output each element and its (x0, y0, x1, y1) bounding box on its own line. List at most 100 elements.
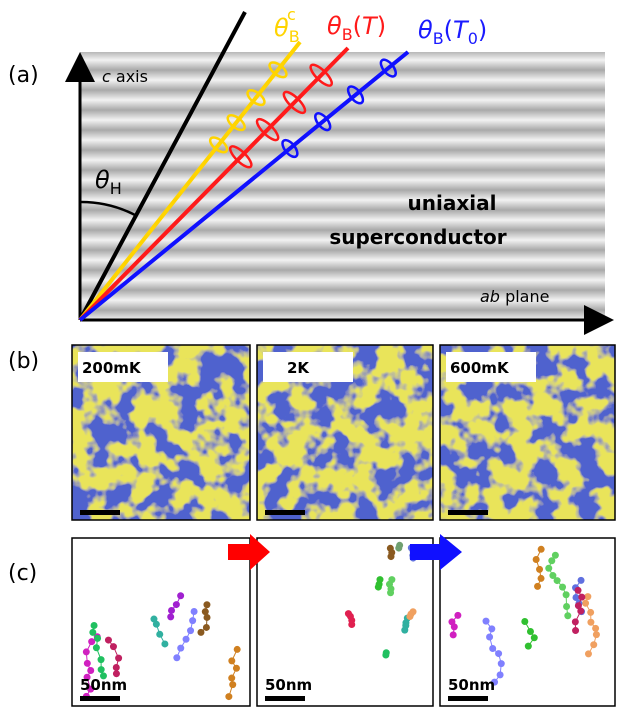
vortex-dot (584, 593, 592, 601)
vortex-dot (537, 574, 545, 582)
vortex-dot (532, 555, 540, 563)
vortex-dot (577, 607, 585, 615)
vortex-dot (587, 608, 595, 616)
vortex-dot (182, 635, 190, 643)
vortex-dot (187, 627, 195, 635)
vortex-dot (530, 634, 538, 642)
vortex-dot (387, 589, 395, 597)
vortex-dot (90, 621, 98, 629)
vortex-ring (228, 145, 253, 169)
ab-plane-label: ab plane (480, 287, 549, 306)
vortex-dot (109, 643, 117, 651)
vortex-dot (590, 641, 598, 649)
vortex-dot (482, 617, 490, 625)
vortex-ring (346, 85, 365, 105)
vortex-dot (161, 640, 169, 648)
temperature-label: 2K (287, 359, 310, 377)
vortex-dot (536, 565, 544, 573)
vortex-dot (229, 681, 237, 689)
scale-bar (265, 510, 305, 515)
vortex-dot (156, 630, 164, 638)
vortex-dot (572, 593, 580, 601)
vortex-dot (534, 582, 542, 590)
vortex-dot (574, 602, 582, 610)
vortex-dot (582, 599, 590, 607)
panel-label: (b) (8, 349, 39, 374)
field-line (78, 40, 302, 322)
vortex-dot (574, 586, 582, 594)
theta-h-label: θH (95, 166, 122, 198)
field-line (78, 50, 410, 322)
image-frame (256, 344, 434, 521)
material-label: uniaxial (408, 191, 497, 215)
vortex-dot (115, 654, 123, 662)
vortex-dot (202, 623, 210, 631)
vortex-dot (571, 618, 579, 626)
vortex-dot (450, 623, 458, 631)
vortex-dot (374, 583, 382, 591)
material-label: superconductor (329, 225, 506, 249)
vortex-dot (524, 642, 532, 650)
vortex-dot (587, 618, 595, 626)
vortex-dot (406, 613, 414, 621)
vortex-dot (189, 617, 197, 625)
vortex-dot (83, 659, 91, 667)
tag-box (263, 352, 353, 382)
stripe-background (80, 52, 605, 320)
tag-box (78, 352, 168, 382)
vortex-dot (553, 577, 561, 585)
vortex-dot (551, 551, 559, 559)
image-frame (439, 344, 616, 521)
vortex-dot (545, 564, 553, 572)
vortex-dot (228, 674, 236, 682)
vortex-dot (584, 650, 592, 658)
scale-label: 50nm (265, 676, 312, 694)
vortex-dot (489, 645, 497, 653)
trajectory (524, 621, 535, 647)
vortex-dot (232, 664, 240, 672)
vortex-dot (92, 644, 100, 652)
vortex-dot (592, 624, 600, 632)
vortex-dot (97, 656, 105, 664)
vortex-dot (225, 693, 233, 701)
vortex-dot (563, 602, 571, 610)
vortex-dot (87, 685, 95, 693)
vortex-dot (496, 671, 504, 679)
vortex-dot (173, 654, 181, 662)
vortex-dot (495, 650, 503, 658)
vortex-ring (268, 61, 288, 79)
vortex-ring (246, 89, 266, 107)
vortex-dot (548, 557, 556, 565)
vortex-ring (255, 117, 280, 142)
theta-bt0-label: θB(T0) (418, 16, 487, 48)
temperature-label: 600mK (450, 359, 510, 377)
vortex-dot (577, 576, 585, 584)
vortex-dot (578, 593, 586, 601)
vortex-dot (99, 672, 107, 680)
vortex-dot (233, 645, 241, 653)
c-axis-label: c axis (102, 67, 148, 86)
vortex-dot (486, 633, 494, 641)
temperature-label: 200mK (82, 359, 142, 377)
vortex-dot (491, 678, 499, 686)
vortex-dot (401, 626, 409, 634)
vortex-dot (177, 592, 185, 600)
vortex-dot (168, 606, 176, 614)
vortex-dot (449, 631, 457, 639)
vortex-ring (314, 112, 332, 132)
tag-box (446, 352, 536, 382)
vortex-dot (201, 608, 209, 616)
vortex-dot (537, 545, 545, 553)
vortex-dot (592, 631, 600, 639)
vortex-dot (395, 544, 403, 552)
vortex-ring (309, 63, 334, 87)
image-frame (71, 344, 251, 521)
vortex-dot (172, 601, 180, 609)
vortex-dot (94, 634, 102, 642)
vortex-dot (82, 648, 90, 656)
field-line (78, 11, 247, 321)
vortex-dot (564, 612, 572, 620)
scale-label: 50nm (448, 676, 495, 694)
theta-bc-sup: c (287, 5, 296, 24)
